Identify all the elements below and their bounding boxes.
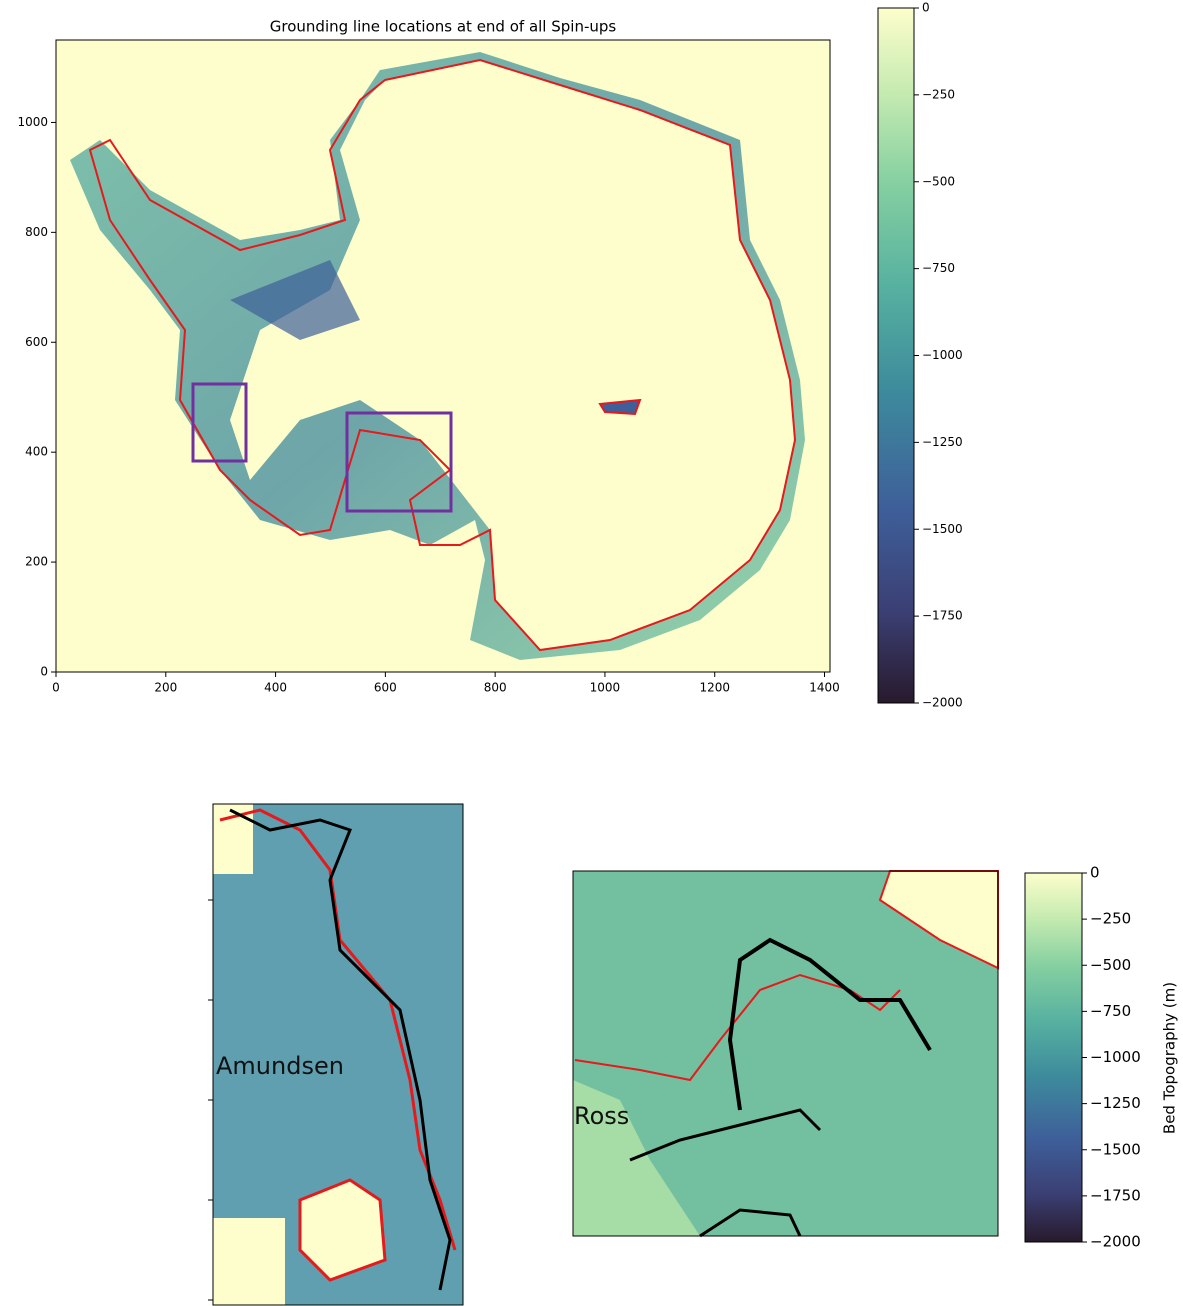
colorbar xyxy=(1025,873,1082,1242)
colorbar-tick-label: −1000 xyxy=(922,348,963,362)
x-tick-label: 600 xyxy=(374,681,397,695)
y-tick-label: 0 xyxy=(40,665,48,679)
colorbar-tick-label: −1750 xyxy=(922,609,963,623)
colorbar-tick-label: −2000 xyxy=(1090,1233,1141,1251)
x-tick-label: 400 xyxy=(264,681,287,695)
colorbar-tick-label: −1000 xyxy=(1090,1048,1141,1066)
colorbar-tick-label: −250 xyxy=(922,87,955,101)
colorbar-tick-label: 0 xyxy=(1090,864,1100,882)
colorbar-label: Bed Topography (m) xyxy=(1161,982,1179,1134)
x-tick-label: 200 xyxy=(154,681,177,695)
y-tick-label: 800 xyxy=(25,225,48,239)
ross-inset xyxy=(573,871,998,1236)
colorbar xyxy=(878,8,914,703)
colorbar-tick-label: −750 xyxy=(922,261,955,275)
colorbar-tick-label: −1750 xyxy=(1090,1186,1141,1204)
x-tick-label: 1000 xyxy=(590,681,621,695)
map-image xyxy=(56,40,830,672)
annotation: Ross xyxy=(574,1102,629,1130)
colorbar-tick-label: −500 xyxy=(922,174,955,188)
x-tick-label: 0 xyxy=(52,681,60,695)
colorbar-tick-label: −1250 xyxy=(1090,1094,1141,1112)
colorbar-tick-label: −500 xyxy=(1090,956,1131,974)
x-tick-label: 1400 xyxy=(809,681,840,695)
y-tick-label: 400 xyxy=(25,445,48,459)
colorbar-tick-label: −250 xyxy=(1090,910,1131,928)
colorbar-tick-label: −1500 xyxy=(922,522,963,536)
y-tick-label: 1000 xyxy=(17,115,48,129)
colorbar-tick-label: 0 xyxy=(922,1,930,15)
y-tick-label: 600 xyxy=(25,335,48,349)
x-tick-label: 800 xyxy=(484,681,507,695)
colorbar-tick-label: −1250 xyxy=(922,435,963,449)
y-tick-label: 200 xyxy=(25,555,48,569)
chart-title: Grounding line locations at end of all S… xyxy=(270,18,617,36)
x-tick-label: 1200 xyxy=(699,681,730,695)
colorbar-tick-label: −750 xyxy=(1090,1002,1131,1020)
annotation: Amundsen xyxy=(216,1052,344,1080)
colorbar-tick-label: −2000 xyxy=(922,696,963,710)
figure: Grounding line locations at end of all S… xyxy=(0,0,1183,1306)
colorbar-tick-label: −1500 xyxy=(1090,1140,1141,1158)
